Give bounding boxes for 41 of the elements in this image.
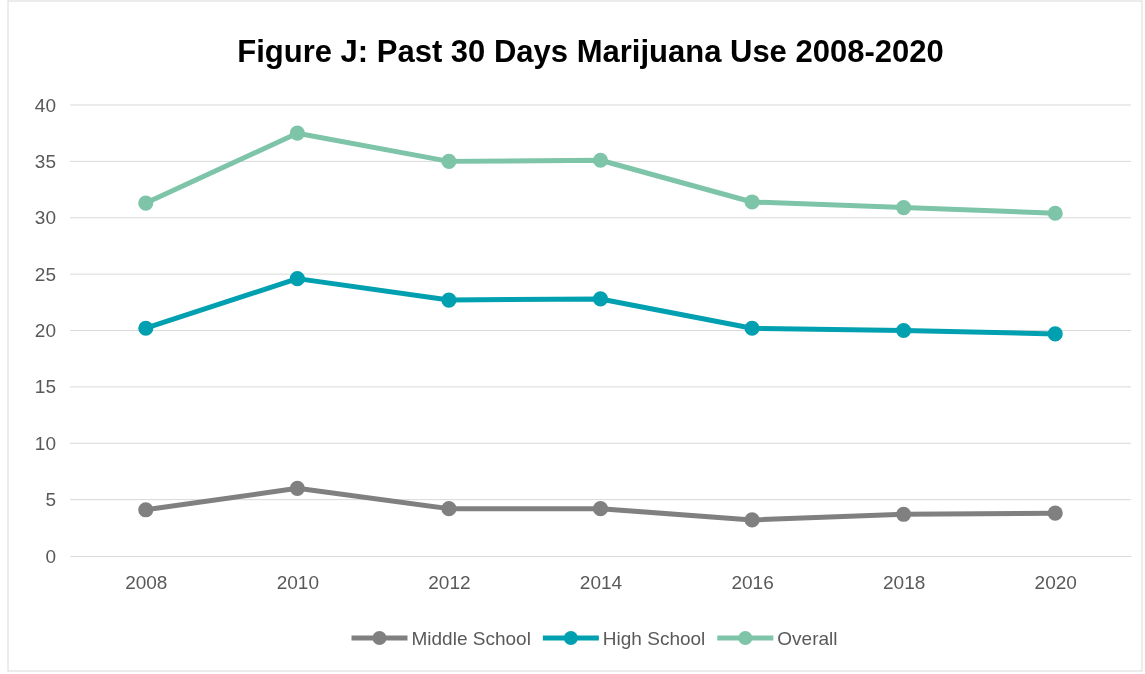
point: [441, 153, 457, 169]
y-tick-label: 10: [34, 432, 56, 454]
point: [744, 512, 760, 528]
y-tick-label: 35: [34, 150, 56, 172]
x-tick-label: 2008: [125, 572, 168, 594]
point: [744, 194, 760, 210]
x-tick-label: 2018: [883, 572, 926, 594]
point: [1047, 205, 1063, 221]
y-tick-label: 25: [34, 263, 56, 285]
legend-label: High School: [602, 628, 706, 649]
point: [1047, 505, 1063, 521]
point: [744, 320, 760, 336]
point: [592, 152, 609, 168]
point: [138, 195, 154, 211]
legend-label: Overall: [777, 628, 838, 649]
point: [592, 291, 609, 307]
x-tick-label: 2010: [276, 572, 319, 594]
point: [138, 502, 154, 518]
point: [289, 480, 305, 496]
y-tick-label: 5: [45, 489, 56, 511]
x-tick-label: 2012: [428, 572, 471, 594]
chart-title: Figure J: Past 30 Days Marijuana Use 2008-2020: [237, 34, 944, 69]
y-tick-label: 20: [34, 320, 56, 342]
point: [441, 501, 457, 517]
y-tick-label: 15: [34, 376, 56, 398]
y-tick-label: 30: [34, 207, 56, 229]
point: [896, 506, 912, 522]
y-tick-label: 0: [45, 545, 56, 567]
legend-label: Middle School: [411, 628, 531, 649]
point: [592, 501, 609, 517]
point: [896, 200, 912, 216]
point: [289, 125, 305, 141]
x-tick-label: 2016: [731, 572, 774, 594]
point: [441, 292, 457, 308]
point: [289, 271, 305, 287]
x-tick-label: 2014: [579, 572, 623, 594]
point: [138, 320, 154, 336]
point: [1047, 326, 1063, 342]
x-tick-label: 2020: [1034, 572, 1077, 594]
point: [896, 322, 912, 339]
y-tick-label: 40: [34, 94, 56, 116]
